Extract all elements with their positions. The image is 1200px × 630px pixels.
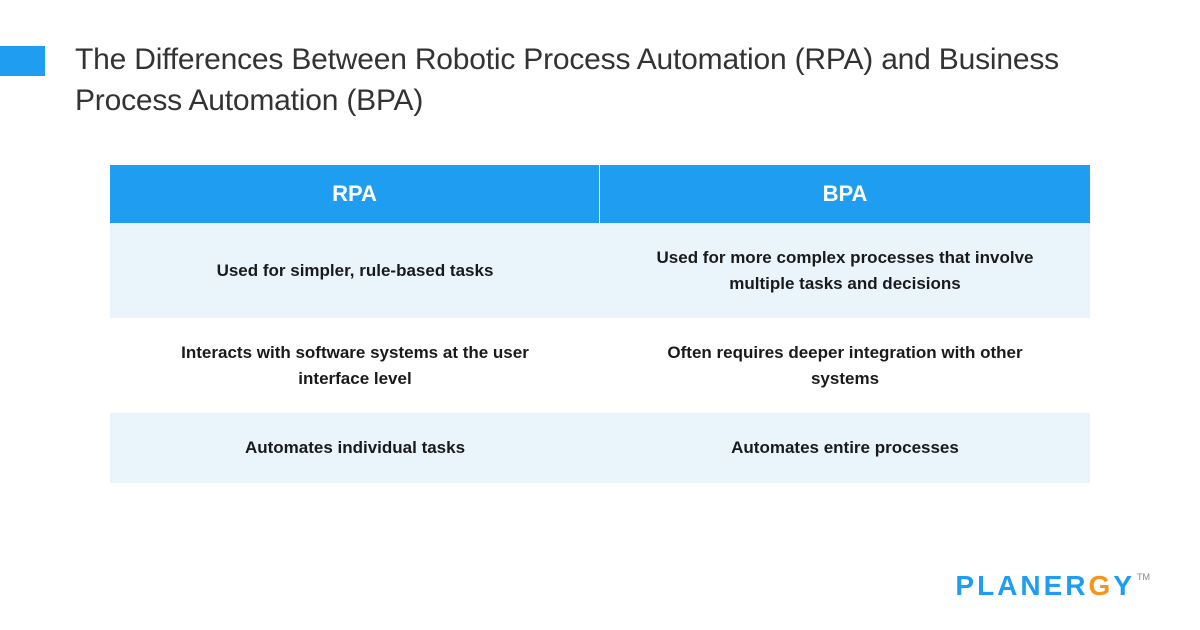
table-row: Used for simpler, rule-based tasks Used … <box>110 223 1090 318</box>
brand-suffix: Y <box>1113 570 1135 601</box>
brand-logo: PLANERGY TM <box>955 570 1150 602</box>
brand-trademark: TM <box>1137 572 1150 582</box>
column-header-bpa: BPA <box>600 165 1090 223</box>
cell-rpa: Automates individual tasks <box>110 413 600 483</box>
comparison-table-container: RPA BPA Used for simpler, rule-based tas… <box>110 165 1090 483</box>
brand-name: PLANERGY <box>955 570 1135 602</box>
cell-bpa: Often requires deeper integration with o… <box>600 318 1090 413</box>
cell-rpa: Used for simpler, rule-based tasks <box>110 223 600 318</box>
brand-accent-letter: G <box>1089 570 1114 601</box>
cell-bpa: Used for more complex processes that inv… <box>600 223 1090 318</box>
brand-prefix: PLANER <box>955 570 1088 601</box>
cell-bpa: Automates entire processes <box>600 413 1090 483</box>
comparison-table: RPA BPA Used for simpler, rule-based tas… <box>110 165 1090 483</box>
table-row: Automates individual tasks Automates ent… <box>110 413 1090 483</box>
table-row: Interacts with software systems at the u… <box>110 318 1090 413</box>
page-title: The Differences Between Robotic Process … <box>75 40 1120 121</box>
cell-rpa: Interacts with software systems at the u… <box>110 318 600 413</box>
title-accent-bar <box>0 46 45 76</box>
column-header-rpa: RPA <box>110 165 600 223</box>
